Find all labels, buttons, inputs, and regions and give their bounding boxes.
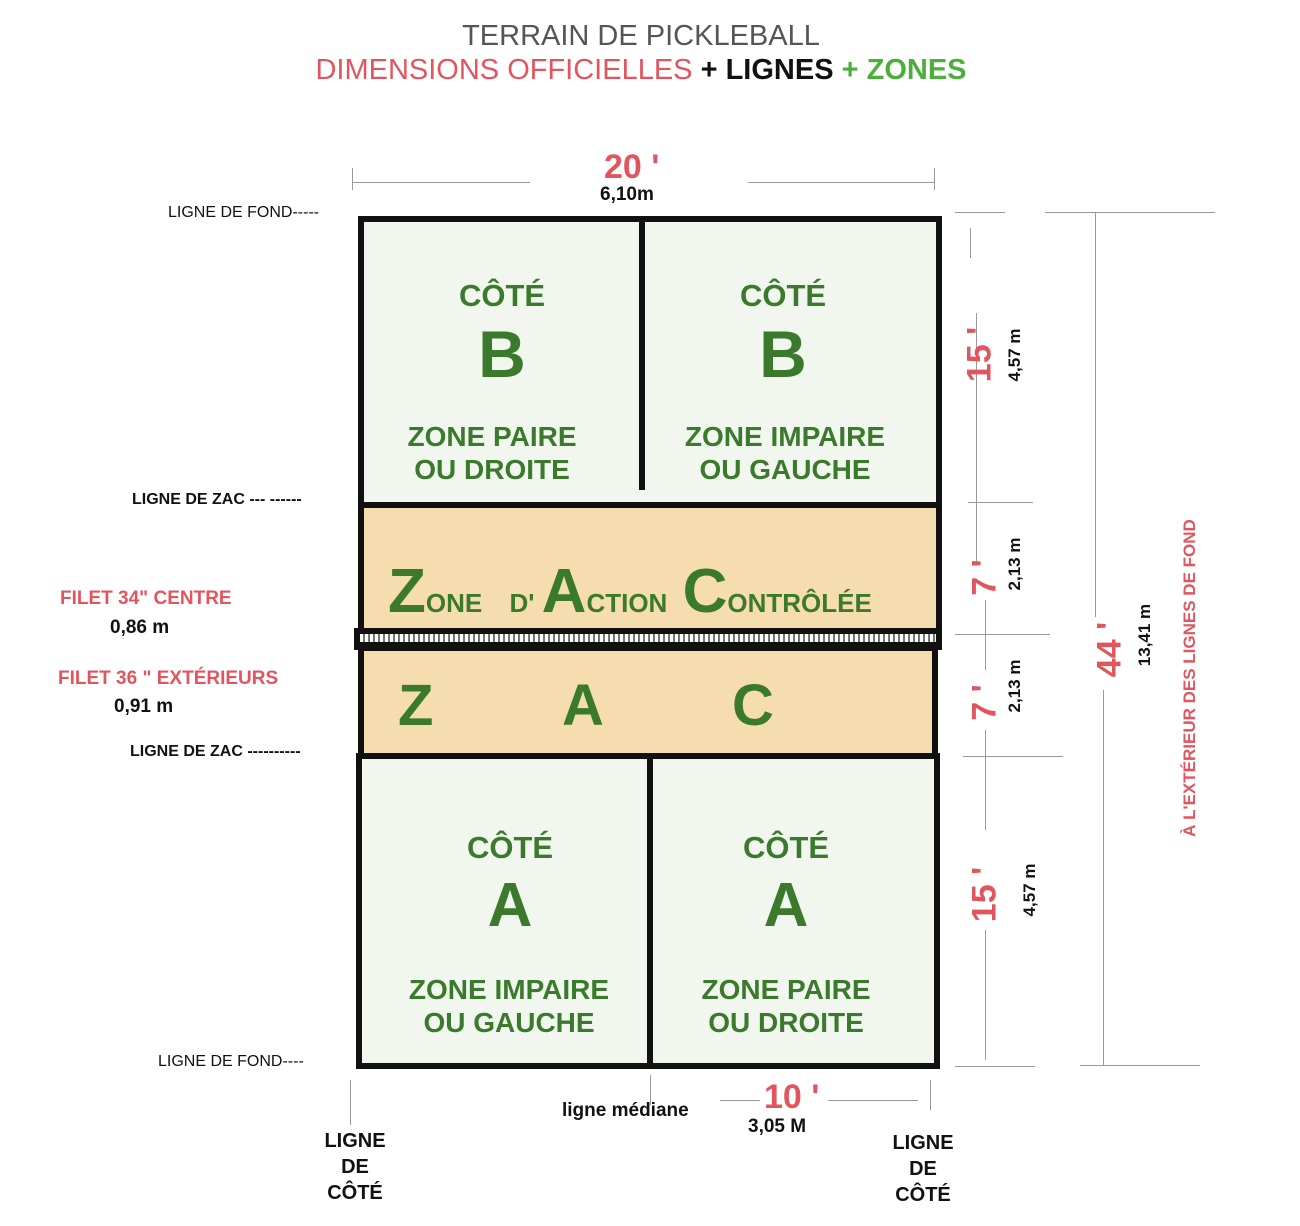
side-a-left-letter: A xyxy=(487,871,533,940)
top-depth-feet: 15 ' xyxy=(960,326,999,383)
subtitle-dimensions: DIMENSIONS OFFICIELLES xyxy=(315,54,693,86)
text: ONTRÔLÉE xyxy=(727,588,872,618)
label-net-center: FILET 34" CENTRE xyxy=(60,588,232,609)
dimension-line xyxy=(1103,690,1104,1065)
zone-text: ZONE PAIRE xyxy=(407,421,577,452)
zac1-meters: 2,13 m xyxy=(1005,537,1024,591)
width-feet: 20 ' xyxy=(604,148,660,186)
label-baseline-top: LIGNE DE FOND----- xyxy=(168,204,320,221)
text: CÔTÉ xyxy=(327,1182,383,1204)
total-length-feet: 44 ' xyxy=(1090,621,1129,678)
dimension-tick xyxy=(968,502,1033,503)
dimension-line xyxy=(985,930,986,1060)
zone-text: OU DROITE xyxy=(708,1007,864,1038)
zone-text: ZONE IMPAIRE xyxy=(684,421,886,452)
text: DE xyxy=(341,1156,369,1178)
text: CÔTÉ xyxy=(895,1184,951,1206)
label-zac-top: LIGNE DE ZAC --- ------ xyxy=(132,491,302,508)
dimension-line xyxy=(970,228,971,258)
title: TERRAIN DE PICKLEBALL xyxy=(462,20,820,52)
total-length-note: À L'EXTÉRIEUR DES LIGNES DE FOND xyxy=(1180,519,1199,837)
text: LIGNE xyxy=(892,1132,954,1154)
label-sideline-left: LIGNE DE CÔTÉ xyxy=(300,1128,410,1206)
text: ONE xyxy=(425,588,483,618)
half-width-meters: 3,05 M xyxy=(748,1116,807,1137)
text: DE xyxy=(909,1158,937,1180)
dimension-tick xyxy=(963,756,1063,757)
label-net-center-m: 0,86 m xyxy=(110,617,170,638)
letter: Z xyxy=(388,557,426,626)
dimension-tick xyxy=(934,168,935,190)
zone-text: ZONE IMPAIRE xyxy=(408,974,610,1005)
dimension-tick xyxy=(955,634,1050,635)
dimension-tick xyxy=(1045,212,1215,213)
bottom-depth-feet: 15 ' xyxy=(965,866,1004,923)
plus: + xyxy=(700,54,718,86)
dimension-tick xyxy=(1080,1065,1200,1066)
zac1-feet: 7 ' xyxy=(965,559,1004,596)
side-a-right-label: CÔTÉ xyxy=(742,830,830,865)
net xyxy=(354,628,942,650)
zone-text: OU GAUCHE xyxy=(423,1007,595,1038)
dimension-line xyxy=(985,730,986,830)
centerline-marker xyxy=(650,1075,651,1105)
plus: + xyxy=(841,54,859,86)
label-baseline-bottom: LIGNE DE FOND---- xyxy=(158,1053,304,1070)
dimension-line xyxy=(985,600,986,670)
half-width-feet: 10 ' xyxy=(764,1078,820,1116)
bottom-depth-meters: 4,57 m xyxy=(1020,863,1039,917)
dimension-line xyxy=(748,182,934,183)
side-b-left-label: CÔTÉ xyxy=(458,278,546,313)
zone-even-right: ZONE PAIRE OU DROITE xyxy=(354,420,630,486)
letter: C xyxy=(682,557,728,626)
text: CTION xyxy=(586,588,668,618)
zone-even-right: ZONE PAIRE OU DROITE xyxy=(648,973,924,1039)
kitchen-abbrev-a: A xyxy=(562,673,604,738)
label-zac-bottom: LIGNE DE ZAC ---------- xyxy=(130,743,301,760)
subtitle-zones: ZONES xyxy=(866,54,967,86)
side-b-right-label: CÔTÉ xyxy=(739,278,827,313)
dimension-line xyxy=(976,313,977,563)
centerline-bottom xyxy=(647,756,653,1066)
zone-odd-left: ZONE IMPAIRE OU GAUCHE xyxy=(364,973,654,1039)
top-depth-meters: 4,57 m xyxy=(1005,328,1024,382)
label-net-outer: FILET 36 " EXTÉRIEURS xyxy=(58,668,279,689)
zone-odd-left: ZONE IMPAIRE OU GAUCHE xyxy=(640,420,930,486)
text: LIGNE xyxy=(324,1130,386,1152)
zac2-feet: 7 ' xyxy=(965,684,1004,721)
dimension-line xyxy=(828,1100,918,1101)
kitchen-title: ZONE D' ACTION CONTRÔLÉE xyxy=(388,556,872,627)
dimension-tick xyxy=(955,1066,1035,1067)
label-centerline: ligne médiane xyxy=(562,1100,689,1121)
dimension-tick xyxy=(352,168,353,190)
subtitle: DIMENSIONS OFFICIELLES + LIGNES + ZONES xyxy=(0,54,1282,87)
court-side-b xyxy=(358,216,942,508)
dimension-line xyxy=(352,182,530,183)
kitchen-abbrev-z: Z xyxy=(398,673,434,738)
side-a-left-label: CÔTÉ xyxy=(466,830,554,865)
side-b-right-letter: B xyxy=(759,317,807,391)
total-length-meters: 13,41 m xyxy=(1135,603,1154,667)
dimension-line xyxy=(720,1100,760,1101)
kitchen-bottom xyxy=(358,645,938,759)
text: D' xyxy=(509,588,535,618)
sideline-marker xyxy=(350,1080,351,1125)
zone-text: ZONE PAIRE xyxy=(701,974,871,1005)
centerline-top xyxy=(639,218,645,490)
zone-text: OU DROITE xyxy=(414,454,570,485)
side-b-left-letter: B xyxy=(478,317,526,391)
subtitle-lines: LIGNES xyxy=(725,54,834,86)
dimension-line xyxy=(1095,212,1096,617)
zone-text: OU GAUCHE xyxy=(699,454,871,485)
kitchen-abbrev-c: C xyxy=(732,673,774,738)
dimension-tick xyxy=(955,212,1005,213)
side-a-right-letter: A xyxy=(763,871,809,940)
width-meters: 6,10m xyxy=(600,184,654,205)
label-net-outer-m: 0,91 m xyxy=(114,696,174,717)
letter: A xyxy=(541,557,587,626)
label-sideline-right: LIGNE DE CÔTÉ xyxy=(868,1130,978,1208)
sideline-marker xyxy=(930,1080,931,1110)
zac2-meters: 2,13 m xyxy=(1005,659,1024,713)
